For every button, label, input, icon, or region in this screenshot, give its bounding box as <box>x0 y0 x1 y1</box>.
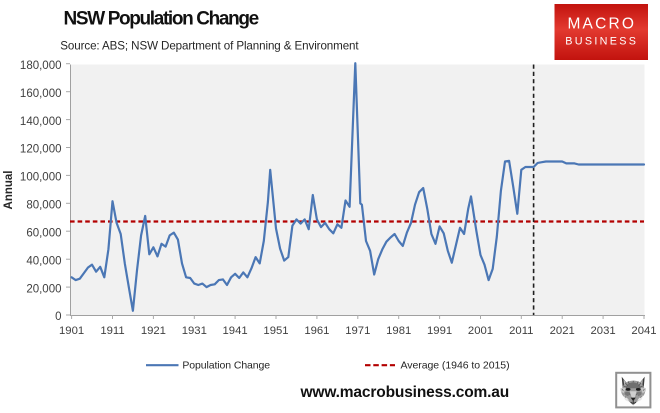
svg-text:MACRO: MACRO <box>567 15 636 32</box>
svg-text:2011: 2011 <box>509 325 533 337</box>
svg-text:NSW Population Change: NSW Population Change <box>64 9 259 30</box>
svg-text:100,000: 100,000 <box>20 172 62 184</box>
svg-text:1961: 1961 <box>304 325 329 337</box>
svg-text:1971: 1971 <box>345 325 370 337</box>
svg-text:1911: 1911 <box>100 325 124 337</box>
svg-text:80,000: 80,000 <box>26 200 61 212</box>
svg-text:1901: 1901 <box>59 325 84 337</box>
svg-text:40,000: 40,000 <box>26 255 61 267</box>
svg-text:BUSINESS: BUSINESS <box>565 35 638 47</box>
svg-text:20,000: 20,000 <box>26 283 61 295</box>
svg-text:180,000: 180,000 <box>20 60 62 72</box>
svg-text:0: 0 <box>55 311 61 323</box>
svg-text:Source: ABS; NSW Department of: Source: ABS; NSW Department of Planning … <box>60 39 359 52</box>
svg-text:1981: 1981 <box>386 325 411 337</box>
svg-text:2041: 2041 <box>631 325 656 337</box>
svg-text:1931: 1931 <box>182 325 207 337</box>
svg-text:2001: 2001 <box>468 325 493 337</box>
svg-text:Population Change: Population Change <box>182 359 270 371</box>
svg-text:1921: 1921 <box>141 325 166 337</box>
svg-text:120,000: 120,000 <box>20 144 62 156</box>
svg-text:140,000: 140,000 <box>20 116 62 128</box>
svg-text:60,000: 60,000 <box>26 227 61 239</box>
svg-text:2021: 2021 <box>550 325 575 337</box>
svg-text:1991: 1991 <box>427 325 452 337</box>
svg-text:www.macrobusiness.com.au: www.macrobusiness.com.au <box>300 384 510 401</box>
svg-text:Annual: Annual <box>3 171 15 210</box>
svg-text:1941: 1941 <box>223 325 248 337</box>
svg-text:2031: 2031 <box>591 325 616 337</box>
svg-text:160,000: 160,000 <box>20 88 62 100</box>
svg-text:1951: 1951 <box>263 325 288 337</box>
svg-text:Average (1946 to 2015): Average (1946 to 2015) <box>401 359 510 371</box>
